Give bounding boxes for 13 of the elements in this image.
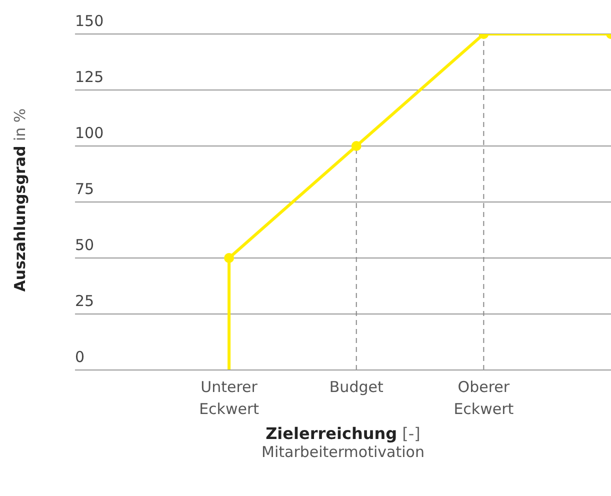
y-axis-title: Auszahlungsgrad in % bbox=[11, 108, 29, 292]
y-tick-label: 100 bbox=[75, 124, 104, 142]
y-tick-label: 0 bbox=[75, 348, 85, 366]
x-axis-title: Zielerreichung [-] bbox=[266, 424, 420, 443]
y-tick-label: 75 bbox=[75, 180, 94, 198]
x-tick-label: Oberer Eckwert bbox=[454, 378, 514, 418]
x-tick-label: Budget bbox=[329, 378, 384, 396]
y-tick-label: 25 bbox=[75, 292, 94, 310]
y-tick-label: 150 bbox=[75, 12, 104, 30]
y-tick-label: 125 bbox=[75, 68, 104, 86]
x-tick-label: Unterer Eckwert bbox=[199, 378, 260, 418]
y-tick-label: 50 bbox=[75, 236, 94, 254]
text: Mitarbeitermotivation bbox=[260, 443, 426, 461]
